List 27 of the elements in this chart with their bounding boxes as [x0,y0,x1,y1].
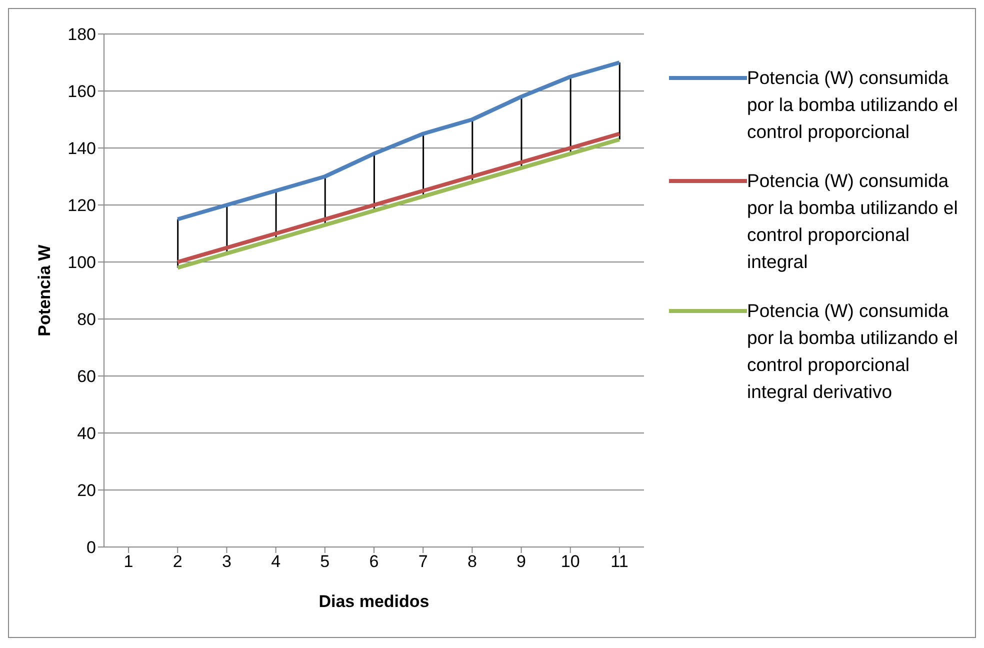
x-tick-label: 8 [467,552,477,572]
legend-label: Potencia (W) consumida por la bomba utilizando el control proporcional integral derivativo [747,299,959,404]
y-tick-label: 0 [86,538,96,558]
x-axis-title: Dias medidos [318,592,430,611]
line-series [176,60,622,222]
x-tick-label: 1 [124,552,134,572]
y-tick-label: 180 [68,25,96,44]
legend-label: Potencia (W) consumida por la bomba utilizando el control proporcional [747,66,959,144]
x-tick-label: 7 [418,552,428,572]
y-tick-label: 120 [68,196,96,216]
x-tick-label: 10 [560,552,580,572]
x-tick-label: 9 [516,552,526,572]
x-tick-label: 4 [271,552,281,572]
y-tick-label: 160 [68,82,96,102]
x-tick-label: 2 [172,552,182,572]
y-tick-label: 80 [77,310,96,330]
y-tick-label: 20 [77,481,96,500]
y-tick-label: 100 [68,253,96,272]
x-tick-label: 3 [222,552,232,572]
x-tick-label: 5 [320,552,330,572]
x-tick-label: 11 [610,552,628,572]
y-tick-label: 140 [68,139,96,158]
x-tick-label: 6 [369,552,379,572]
legend-label: Potencia (W) consumida por la bomba utilizando el control proporcional integral [747,169,959,274]
y-axis-title: Potencia W [35,244,54,336]
y-tick-label: 60 [77,367,96,386]
y-tick-label: 40 [77,424,96,444]
